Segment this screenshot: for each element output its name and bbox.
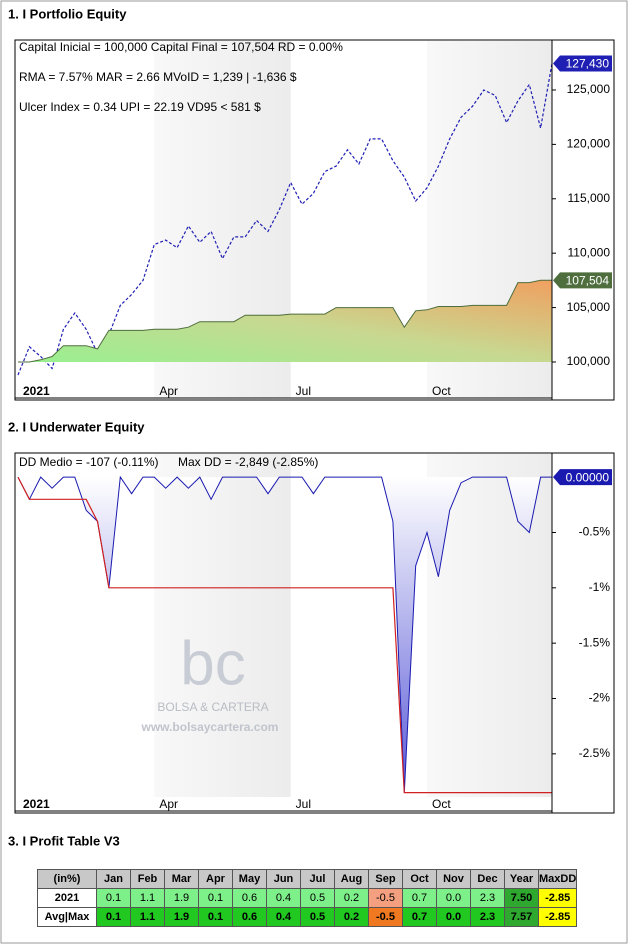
annotation: Max DD = -2,849 (-2.85%) [178,455,318,469]
table-cell: 2.3 [470,888,505,908]
table-cell: 0.5 [300,907,335,927]
header-cell: Jul [300,869,335,889]
header-cell: Dec [470,869,505,889]
table-cell: 1.9 [164,888,199,908]
y-tick-label: 120,000 [567,137,611,151]
annotation: Capital Inicial = 100,000 Capital Final … [19,40,343,54]
table-cell: -0.5 [368,907,403,927]
y-tick-label: 110,000 [568,245,611,259]
x-tick-label: Oct [432,797,451,811]
y-tick-label: -2% [589,691,611,705]
y-tick-label: -1% [589,580,611,594]
table-cell: 1.9 [164,907,199,927]
area-fill [18,280,552,362]
header-cell: Oct [402,869,437,889]
value-flag-label: 127,430 [566,57,610,71]
table-cell: 2.3 [470,907,505,927]
table-cell: 7.50 [504,888,539,908]
header-cell: Sep [368,869,403,889]
annotation: DD Medio = -107 (-0.11%) [19,455,159,469]
header-cell: Jan [96,869,131,889]
x-tick-label: Apr [159,797,178,811]
table-cell: 0.2 [334,907,369,927]
x-tick-label: Jul [296,384,311,398]
table-cell: 0.6 [232,888,267,908]
table-cell: 0.0 [436,888,471,908]
x-tick-label: Jul [296,797,311,811]
table-cell: 0.1 [96,888,131,908]
table-cell: 0.1 [198,888,233,908]
header-cell: Jun [266,869,301,889]
watermark: BOLSA & CARTERA [157,700,268,714]
series-line [17,476,552,794]
y-tick-label: -0.5% [579,525,611,539]
profit-table: (in%) Jan Feb Mar Apr May Jun Jul Aug Sep Oct Nov De… [37,869,578,927]
value-flag-label: 0.00000 [566,470,610,484]
x-tick-label: 2021 [23,797,50,811]
header-cell: Mar [164,869,199,889]
table-cell: -0.5 [368,888,403,908]
value-flag [553,469,612,486]
y-tick-label: 125,000 [567,82,611,96]
panel-title: 3. I Profit Table V3 [8,833,120,848]
table-cell: 1.1 [130,888,165,908]
table-cell: 0.5 [300,888,335,908]
header-cell: MaxDD [537,869,578,889]
header-cell: Nov [436,869,471,889]
table-cell: 0.1 [198,907,233,927]
header-cell: (in%) [37,869,97,889]
annotation: RMA = 7.57% MAR = 2.66 MVoID = 1,239 | -… [19,70,297,84]
value-flag [553,55,612,72]
table-cell: -2.85 [537,888,578,908]
header-cell: Year [504,869,539,889]
panel-title: 1. I Portfolio Equity [8,6,127,21]
table-cell: 0.0 [436,907,471,927]
y-tick-label: -1.5% [579,635,611,649]
table-cell: 7.57 [504,907,539,927]
table-cell: 0.7 [402,907,437,927]
x-tick-label: Oct [432,384,451,398]
header-cell: Apr [198,869,233,889]
table-cell: 0.7 [402,888,437,908]
table-cell: 0.2 [334,888,369,908]
x-tick-label: Apr [159,384,178,398]
y-tick-label: 115,000 [568,191,611,205]
value-flag-label: 107,504 [566,274,610,288]
annotation: Ulcer Index = 0.34 UPI = 22.19 VD95 < 58… [19,100,261,114]
row-label: 2021 [37,888,97,908]
table-row: 2021 0.1 1.1 1.9 0.1 0.6 0.4 0.5 0.2 -0.5 0.7 0.0 2.… [37,888,578,908]
table-cell: 0.6 [232,907,267,927]
area-line [18,279,552,363]
table-cell: -2.85 [537,907,578,927]
x-tick-label: 2021 [23,384,50,398]
table-header: (in%) Jan Feb Mar Apr May Jun Jul Aug Sep Oct Nov De… [37,869,578,889]
table-cell: 1.1 [130,907,165,927]
watermark: www.bolsaycartera.com [141,720,279,734]
table-cell: 0.4 [266,888,301,908]
row-label: Avg|Max [37,907,97,927]
value-flag [553,272,612,289]
header-cell: May [232,869,267,889]
y-tick-label: 105,000 [567,300,611,314]
y-tick-label: -2.5% [579,746,611,760]
header-cell: Feb [130,869,165,889]
panel-title: 2. I Underwater Equity [8,419,145,434]
table-cell: 0.4 [266,907,301,927]
quarter-band [154,454,291,797]
y-tick-label: 100,000 [567,354,611,368]
header-cell: Aug [334,869,369,889]
watermark-logo: bc [180,629,245,698]
table-cell: 0.1 [96,907,131,927]
table-row: Avg|Max 0.1 1.1 1.9 0.1 0.6 0.4 0.5 0.2 -0.5 0.7 0.… [37,907,578,927]
